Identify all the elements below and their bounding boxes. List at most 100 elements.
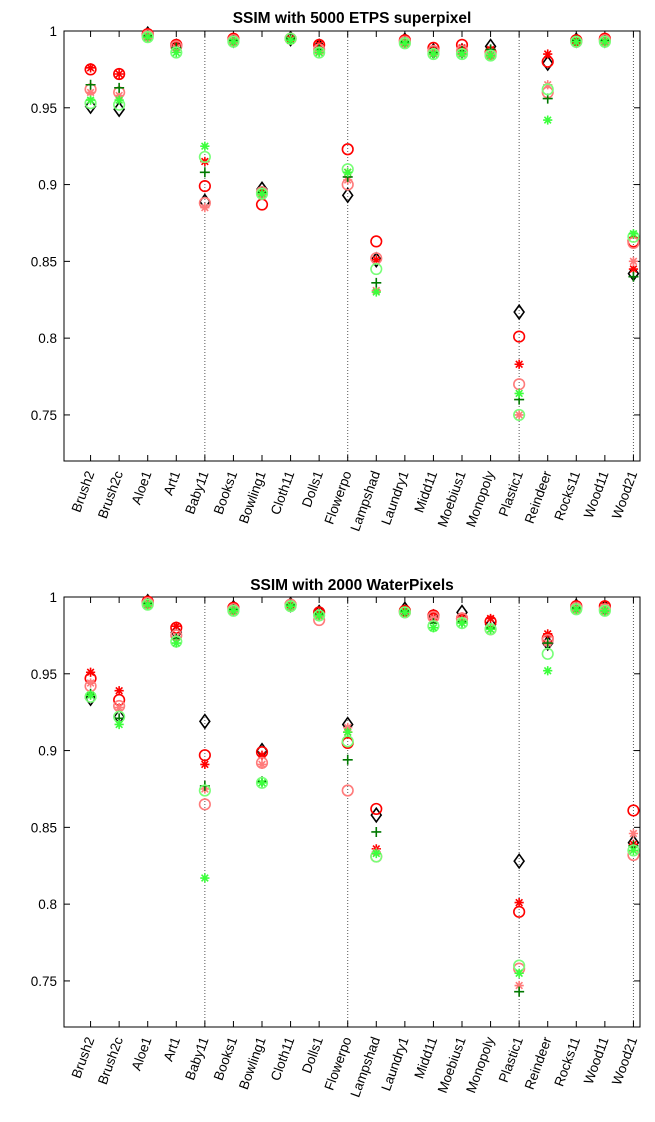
asterisk-marker <box>314 610 324 621</box>
series-circle-3 <box>84 29 640 391</box>
asterisk-marker <box>457 618 467 628</box>
asterisk-marker <box>85 690 96 700</box>
circle-marker <box>113 67 126 81</box>
y-tick-label: 0.9 <box>38 744 57 759</box>
asterisk-marker <box>428 609 439 619</box>
asterisk-marker <box>428 623 439 633</box>
circle-marker <box>598 604 611 617</box>
asterisk-marker <box>85 87 96 98</box>
asterisk-marker <box>628 229 639 239</box>
circle-marker <box>255 776 269 789</box>
y-tick-label: 0.75 <box>31 408 57 423</box>
asterisk-marker <box>314 47 324 58</box>
axes-frame <box>63 30 641 462</box>
asterisk-marker <box>628 256 639 266</box>
circle-marker <box>198 180 211 193</box>
x-tick-label: Bowling1 <box>236 469 269 526</box>
x-tick-label: Aloe1 <box>129 469 155 507</box>
series-plus-5 <box>85 598 639 997</box>
asterisk-marker <box>543 49 553 59</box>
circle-marker <box>627 844 640 857</box>
series-circle-6 <box>84 31 640 422</box>
diamond-marker <box>84 690 97 707</box>
asterisk-marker <box>114 719 124 730</box>
asterisk-marker <box>514 388 524 399</box>
asterisk-marker <box>600 606 610 616</box>
x-tick-label: Plastic1 <box>496 1035 526 1085</box>
circle-marker <box>198 150 211 164</box>
circle-marker <box>598 35 611 48</box>
x-tick-label: Laundry1 <box>378 469 411 527</box>
asterisk-marker <box>514 898 524 908</box>
asterisk-marker <box>114 90 124 101</box>
x-tick-label: Rocks11 <box>551 469 583 523</box>
series-asterisk-2 <box>85 597 639 908</box>
asterisk-marker <box>543 629 553 639</box>
x-tick-label: Reindeer <box>522 468 555 525</box>
asterisk-marker <box>85 95 96 105</box>
circle-marker <box>541 83 554 96</box>
x-tick-label: Midd11 <box>411 1035 440 1081</box>
plus-marker <box>342 754 353 765</box>
x-tick-label: Art1 <box>161 469 184 497</box>
asterisk-marker <box>257 750 267 760</box>
circle-marker <box>570 35 583 48</box>
x-tick-label: Art1 <box>161 1035 184 1063</box>
y-tick-label: 1 <box>49 590 57 605</box>
asterisk-marker <box>371 287 381 297</box>
chart-title: SSIM with 5000 ETPS superpixel <box>233 10 472 27</box>
asterisk-marker <box>371 848 381 859</box>
asterisk-marker <box>571 604 581 614</box>
asterisk-marker <box>200 759 210 769</box>
circle-marker <box>255 187 269 200</box>
asterisk-marker <box>514 968 524 978</box>
x-tick-label: Plastic1 <box>496 469 526 519</box>
asterisk-marker <box>543 115 553 125</box>
series-circle-1 <box>84 27 640 343</box>
x-tick-label: Laundry1 <box>378 1035 411 1093</box>
asterisk-marker <box>200 203 210 213</box>
y-tick-label: 0.95 <box>31 667 57 682</box>
asterisk-marker <box>628 264 639 274</box>
diamond-marker <box>113 101 126 118</box>
asterisk-marker <box>257 189 267 199</box>
asterisk-marker <box>343 167 353 177</box>
circle-marker <box>370 262 383 276</box>
y-tick-label: 0.85 <box>31 254 57 269</box>
asterisk-marker <box>571 37 581 47</box>
circle-marker <box>198 749 211 762</box>
plus-marker <box>371 277 382 288</box>
y-tick-label: 0.85 <box>31 820 57 835</box>
x-tick-label: Brush2c <box>95 1035 126 1087</box>
asterisk-marker <box>371 255 381 265</box>
asterisk-marker <box>200 141 210 151</box>
circle-marker <box>570 603 583 616</box>
x-tick-label: Monopoly <box>463 469 497 529</box>
circle-marker <box>427 47 440 61</box>
x-tick-label: Wood21 <box>609 1035 640 1087</box>
y-tick-label: 1 <box>49 24 57 39</box>
circle-marker <box>513 408 526 422</box>
plus-marker <box>85 79 96 90</box>
asterisk-marker <box>485 50 496 61</box>
circle-marker <box>370 235 383 248</box>
circle-marker <box>398 37 411 50</box>
asterisk-marker <box>114 69 124 79</box>
diamond-marker <box>84 98 97 115</box>
series-diamond-0 <box>84 25 640 321</box>
circle-marker <box>198 784 211 797</box>
diamond-marker <box>341 187 354 204</box>
chart-title: SSIM with 2000 WaterPixels <box>250 577 454 594</box>
series-plus-5 <box>85 30 639 405</box>
series-circle-3 <box>84 597 640 975</box>
circle-marker <box>313 609 326 622</box>
plus-marker <box>628 271 639 282</box>
diamond-marker <box>513 852 526 870</box>
x-tick-label: Wood11 <box>581 469 612 520</box>
circle-marker <box>141 598 154 611</box>
asterisk-marker <box>485 613 496 624</box>
asterisk-marker <box>85 678 96 688</box>
